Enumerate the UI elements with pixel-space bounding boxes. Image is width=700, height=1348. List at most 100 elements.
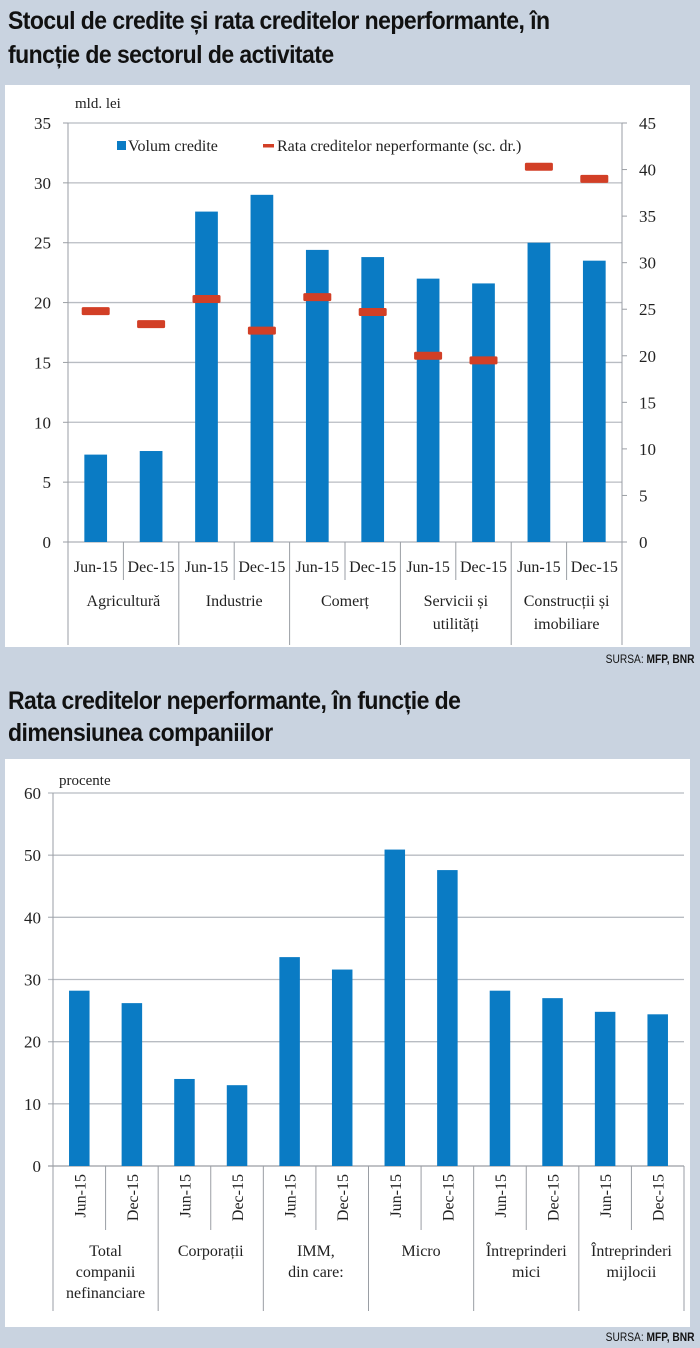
bar-rata-npl [384,849,406,1166]
bar-volum-credite [139,451,163,542]
marker-rata-npl [414,351,443,360]
source-value: MFP, BNR [646,652,694,666]
x-tick-label: Jun-15 [388,1174,405,1218]
marker-rata-npl [524,162,553,171]
x-tick-label: Dec-15 [238,559,285,576]
y-tick-label: 10 [34,413,51,432]
x-tick-label: Jun-15 [72,1174,89,1218]
y-tick-label: 30 [34,174,51,193]
y-right-tick-label: 20 [639,347,656,366]
group-label: Industrie [206,593,263,610]
x-tick-label: Dec-15 [125,1174,142,1221]
y-right-tick-label: 30 [639,254,656,273]
y-tick-label: 30 [24,971,41,990]
y-right-tick-label: 45 [639,114,656,133]
group-label: Întreprinderi [591,1241,672,1260]
group-label: Servicii și [424,593,489,610]
x-tick-label: Jun-15 [283,1174,300,1218]
x-tick-label: Dec-15 [546,1174,563,1221]
group-label: Întreprinderi [486,1241,567,1260]
marker-rata-npl [192,294,221,303]
bar-rata-npl [489,990,511,1166]
chart2-svg: procente 0 10 20 30 40 50 60 Jun-15 Dec-15 Jun-15 D… [24,773,685,1311]
legend-volum-credite: Volum credite [128,138,218,155]
bar-rata-npl [279,957,300,1166]
chart1-title-line1: Stocul de credite și rata creditelor nep… [8,7,550,35]
bar-volum-credite [361,257,385,542]
group-label: imobiliare [534,616,600,633]
bar-rata-npl [542,998,563,1166]
source-value: MFP, BNR [646,1330,694,1344]
bar-rata-npl [226,1085,248,1166]
y-tick-label: 0 [33,1157,42,1176]
x-tick-label: Jun-15 [185,559,229,576]
x-tick-label: Dec-15 [440,1174,457,1221]
group-label: Corporații [178,1243,244,1260]
group-label: companii [76,1264,136,1281]
x-tick-label: Jun-15 [493,1174,510,1218]
y-axis-label: procente [59,773,111,789]
y-tick-label: 10 [24,1095,41,1114]
bar-volum-credite [582,260,606,542]
bar-volum-credite [195,211,218,542]
marker-rata-npl [137,320,166,329]
bar-rata-npl [594,1011,616,1166]
bar-volum-credite [527,242,551,542]
x-tick-label: Dec-15 [571,559,618,576]
bar-rata-npl [331,969,353,1166]
x-tick-label: Jun-15 [296,559,340,576]
bar-volum-credite [305,249,329,542]
y-right-tick-label: 5 [639,486,648,505]
y-tick-label: 5 [43,473,52,492]
bar-volum-credite [416,278,440,542]
group-label: Total [89,1243,122,1260]
marker-rata-npl [303,293,332,302]
y-tick-label: 20 [34,294,51,313]
y-right-tick-label: 0 [639,533,648,552]
x-tick-label: Dec-15 [335,1174,352,1221]
group-label: nefinanciare [66,1285,145,1302]
x-tick-label: Dec-15 [460,559,507,576]
bar-volum-credite [472,283,495,542]
x-tick-label: Dec-15 [230,1174,247,1221]
y-tick-label: 40 [24,908,41,927]
group-label: Construcții și [524,593,610,610]
group-label: Micro [402,1243,441,1260]
x-tick-label: Jun-15 [406,559,450,576]
chart1-svg: mld. lei 0 5 10 15 20 25 30 35 0 5 10 15 20 25 30 35 40 45… [34,96,656,645]
y-tick-label: 20 [24,1033,41,1052]
chart1-source: SURSA: MFP, BNR [605,652,694,666]
group-label: mici [512,1264,541,1281]
group-label: mijlocii [607,1264,657,1281]
y-tick-label: 15 [34,353,51,372]
chart2-title-line2: dimensiunea companiilor [8,719,273,747]
y-tick-label: 50 [24,846,41,865]
chart2-panel: procente 0 10 20 30 40 50 60 Jun-15 Dec-15 Jun-15 D… [5,759,690,1327]
chart2-title-line1: Rata creditelor neperformante, în funcți… [8,687,461,715]
y-right-tick-label: 10 [639,440,656,459]
bar-rata-npl [647,1014,668,1166]
marker-rata-npl [247,326,276,335]
source-label: SURSA: [605,652,644,666]
bar-volum-credite [84,454,108,542]
x-tick-label: Dec-15 [349,559,396,576]
y-right-tick-label: 35 [639,207,656,226]
legend-bar-icon [117,141,126,150]
group-label: IMM, [297,1243,335,1260]
legend-marker-icon [263,144,274,148]
marker-rata-npl [469,356,498,365]
x-tick-label: Jun-15 [74,559,118,576]
marker-rata-npl [358,308,387,317]
bar-rata-npl [121,1003,143,1166]
legend-rata-npl: Rata creditelor neperformante (sc. dr.) [277,138,521,155]
x-tick-label: Jun-15 [177,1174,194,1218]
x-tick-label: Jun-15 [517,559,561,576]
bar-rata-npl [437,870,458,1166]
bar-rata-npl [174,1078,195,1166]
x-tick-label: Jun-15 [598,1174,615,1218]
y-tick-label: 60 [24,784,41,803]
marker-rata-npl [580,174,609,183]
y-axis-label: mld. lei [75,96,121,112]
group-label: din care: [288,1264,344,1281]
group-label: Agricultură [87,593,161,610]
